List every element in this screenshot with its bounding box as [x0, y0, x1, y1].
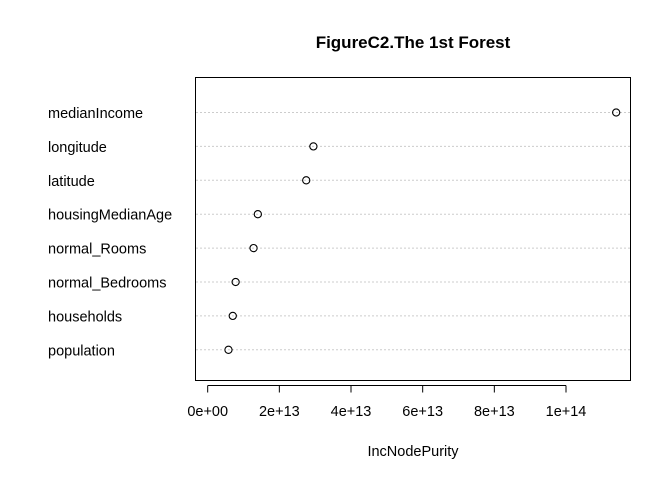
category-label-longitude: longitude: [48, 140, 107, 156]
x-tick-label-0: 0e+00: [187, 404, 228, 420]
plot-area: [195, 77, 631, 381]
category-label-population: population: [48, 343, 115, 359]
point-latitude: [302, 176, 311, 185]
category-label-latitude: latitude: [48, 174, 95, 190]
category-label-normal_Bedrooms: normal_Bedrooms: [48, 276, 166, 292]
x-tick-label-5: 1e+14: [546, 404, 587, 420]
category-labels: medianIncome longitude latitude housingMedi…: [48, 106, 172, 359]
point-longitude: [309, 142, 318, 151]
category-label-housingMedianAge: housingMedianAge: [48, 208, 172, 224]
point-medianIncome: [612, 108, 621, 117]
point-population: [224, 345, 233, 354]
guide-lines: [196, 112, 630, 351]
x-tick-label-2: 4e+13: [331, 404, 372, 420]
category-label-medianIncome: medianIncome: [48, 106, 143, 122]
point-normal_Bedrooms: [231, 277, 240, 287]
chart-title: FigureC2.The 1st Forest: [316, 33, 511, 52]
point-housingMedianAge: [253, 210, 262, 219]
point-normal_Rooms: [249, 243, 258, 253]
x-axis: 0e+00 2e+13 4e+13 6e+13 8e+13 1e+14: [187, 385, 587, 420]
point-households: [228, 311, 237, 321]
x-axis-label: IncNodePurity: [367, 444, 459, 460]
data-points: [224, 108, 621, 354]
x-tick-label-3: 6e+13: [402, 404, 443, 420]
category-label-households: households: [48, 309, 122, 325]
x-tick-label-4: 8e+13: [474, 404, 515, 420]
x-tick-label-1: 2e+13: [259, 404, 300, 420]
category-label-normal_Rooms: normal_Rooms: [48, 242, 146, 258]
